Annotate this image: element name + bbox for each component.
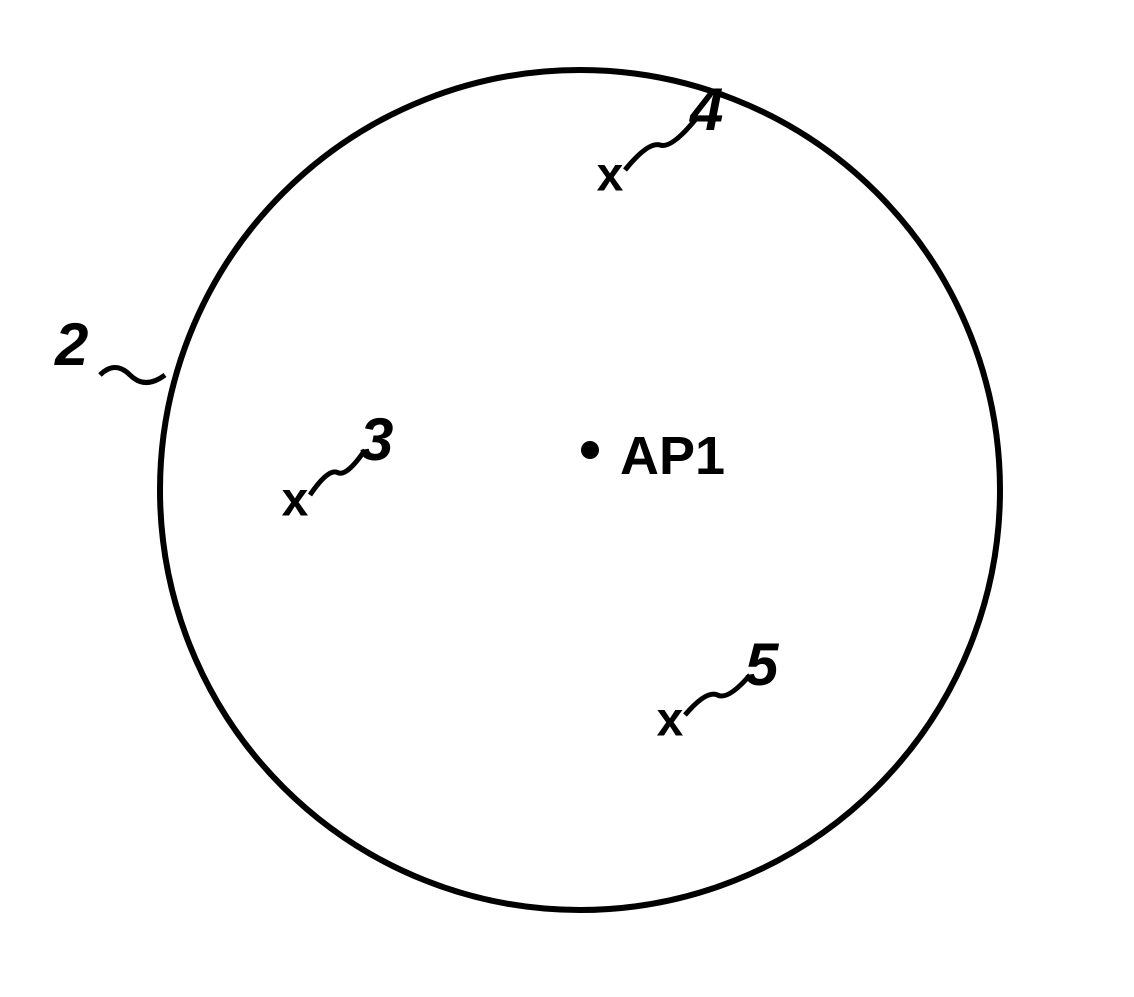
node-label-3: 3 bbox=[360, 405, 393, 474]
access-point-label: AP1 bbox=[620, 425, 725, 487]
node-marker-4: x bbox=[597, 148, 624, 203]
node-label-5: 5 bbox=[745, 630, 778, 699]
diagram-container: 2 AP1 x 3 x 4 x 5 bbox=[0, 0, 1134, 997]
node-marker-3: x bbox=[282, 473, 309, 528]
access-point-marker bbox=[581, 441, 599, 459]
squiggle-3 bbox=[310, 450, 365, 495]
node-marker-5: x bbox=[657, 693, 684, 748]
squiggle-5 bbox=[685, 675, 750, 715]
squiggle-2 bbox=[100, 368, 165, 383]
squiggle-4 bbox=[625, 120, 695, 170]
circle-label: 2 bbox=[55, 310, 88, 379]
node-label-4: 4 bbox=[690, 75, 723, 144]
diagram-svg bbox=[0, 0, 1134, 997]
